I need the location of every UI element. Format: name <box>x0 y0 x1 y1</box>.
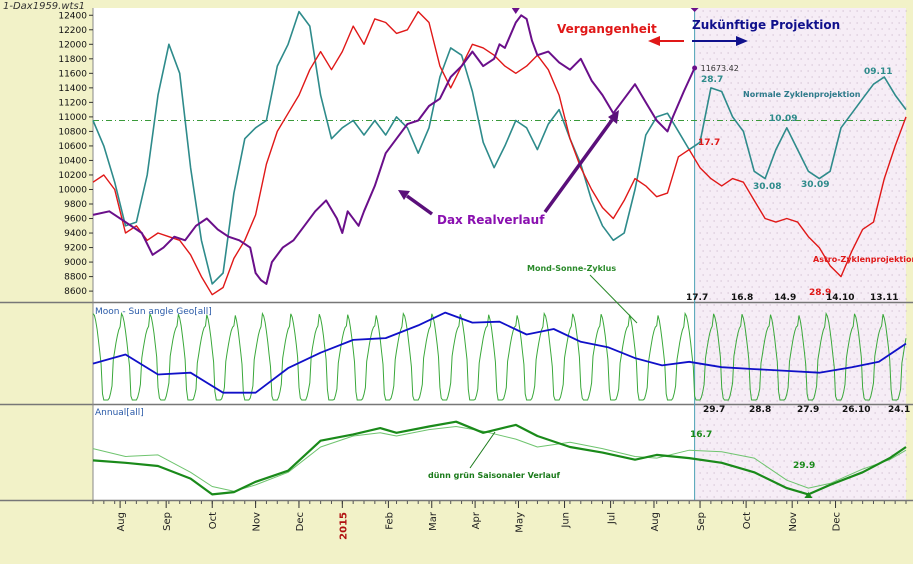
y-tick-label: 11600 <box>58 69 87 79</box>
y-tick-label: 11400 <box>58 84 87 94</box>
y-tick-label: 8600 <box>64 287 87 297</box>
annual-panel-title: Annual[all] <box>95 408 144 418</box>
moon-bottom-date: 28.8 <box>749 405 771 415</box>
annual-date-label: 16.7 <box>690 430 712 440</box>
x-month-label: Jul <box>607 512 618 525</box>
last-price-label: 11673.42 <box>701 64 739 73</box>
x-month-label: Nov <box>788 512 799 532</box>
x-month-label: Aug <box>650 512 661 532</box>
projection-date-label: 17.7 <box>698 138 720 148</box>
moon-top-date: 16.8 <box>731 293 753 303</box>
annual-low-marker <box>804 492 813 498</box>
moon-bottom-date: 24.1 <box>888 405 910 415</box>
moon-bottom-date: 26.10 <box>842 405 870 415</box>
window-title: 1-Dax1959.wts1 <box>3 1 86 12</box>
future-region-3 <box>694 405 906 500</box>
x-month-label: Dec <box>295 512 306 531</box>
dax-arrow-right <box>543 118 614 214</box>
dax-arrowhead-left <box>398 190 410 200</box>
moon-sun-cycle-line <box>92 311 907 401</box>
moon-bottom-date: 29.7 <box>703 405 725 415</box>
x-month-label: Dec <box>832 512 843 531</box>
projection-label: Zukünftige Projektion <box>692 18 840 32</box>
x-month-label: Mar <box>428 511 439 531</box>
dax-arrow-left <box>405 194 434 216</box>
moon-top-date: 14.9 <box>774 293 796 303</box>
y-tick-label: 10600 <box>58 142 87 152</box>
y-tick-label: 11000 <box>58 113 87 123</box>
y-tick-label: 10800 <box>58 127 87 137</box>
moon-top-date: 14.10 <box>826 293 854 303</box>
x-month-label: Sep <box>162 512 173 531</box>
y-tick-label: 8800 <box>64 273 87 283</box>
x-month-label: Apr <box>471 511 482 529</box>
x-month-label: Oct <box>742 512 753 529</box>
y-tick-label: 10400 <box>58 156 87 166</box>
seasonal-pointer <box>469 431 496 469</box>
future-region-2 <box>694 303 906 404</box>
x-month-label: Jun <box>561 512 572 529</box>
moon-sun-angle-line <box>92 311 907 394</box>
seasonal-label: dünn grün Saisonaler Verlauf <box>428 471 561 480</box>
astro-projection-label: Astro-Zyklenprojektion <box>813 255 913 264</box>
past-arrow <box>648 36 684 46</box>
projection-date-label: 10.09 <box>769 114 797 124</box>
vergangenheit-label: Vergangenheit <box>557 22 657 36</box>
annual-date-label: 29.9 <box>793 461 815 471</box>
moon-top-date: 13.11 <box>870 293 898 303</box>
y-tick-label: 12200 <box>58 26 87 36</box>
moon-panel-title: Moon - Sun angle Geo[all] <box>95 307 212 317</box>
projection-date-label: 09.11 <box>864 67 892 77</box>
x-month-label: Sep <box>696 512 707 531</box>
x-month-label: Feb <box>384 512 395 530</box>
x-month-label: May <box>514 512 525 533</box>
dax-arrowhead-right <box>608 110 619 124</box>
moon-bottom-date: 27.9 <box>797 405 819 415</box>
y-tick-label: 9000 <box>64 258 87 268</box>
seasonal-thin-line <box>92 426 907 492</box>
moon-cycle-pointer <box>589 274 638 324</box>
dax-series-line <box>92 14 696 285</box>
peak-marker <box>511 8 520 14</box>
moon-cycle-label: Mond-Sonne-Zyklus <box>527 264 616 273</box>
x-month-label: Nov <box>252 512 263 532</box>
y-tick-label: 9200 <box>64 244 87 254</box>
annual-line <box>92 420 907 496</box>
y-tick-label: 10200 <box>58 171 87 181</box>
projection-date-label: 30.08 <box>753 182 781 192</box>
normal-projection-label: Normale Zyklenprojektion <box>743 90 861 99</box>
y-tick-label: 9600 <box>64 215 87 225</box>
moon-top-date: 17.7 <box>686 293 708 303</box>
future-texture <box>699 10 907 498</box>
last-price-dot <box>692 65 698 71</box>
astro-projection-line <box>92 10 907 296</box>
dax-label: Dax Realverlauf <box>437 213 545 227</box>
normal-projection-line <box>92 10 907 285</box>
future-arrow <box>692 36 748 46</box>
y-tick-label: 10000 <box>58 185 87 195</box>
projection-date-label: 28.7 <box>701 75 723 85</box>
projection-date-label: 28.9 <box>809 288 831 298</box>
y-tick-label: 12400 <box>58 11 87 21</box>
x-month-label: 2015 <box>338 512 349 540</box>
y-tick-label: 11200 <box>58 98 87 108</box>
x-month-label: Oct <box>208 512 219 529</box>
projection-date-label: 30.09 <box>801 180 829 190</box>
y-tick-label: 12000 <box>58 40 87 50</box>
now-marker <box>690 8 699 12</box>
y-tick-label: 9800 <box>64 200 87 210</box>
y-tick-label: 11800 <box>58 55 87 65</box>
x-month-label: Aug <box>116 512 127 532</box>
y-tick-label: 9400 <box>64 229 87 239</box>
